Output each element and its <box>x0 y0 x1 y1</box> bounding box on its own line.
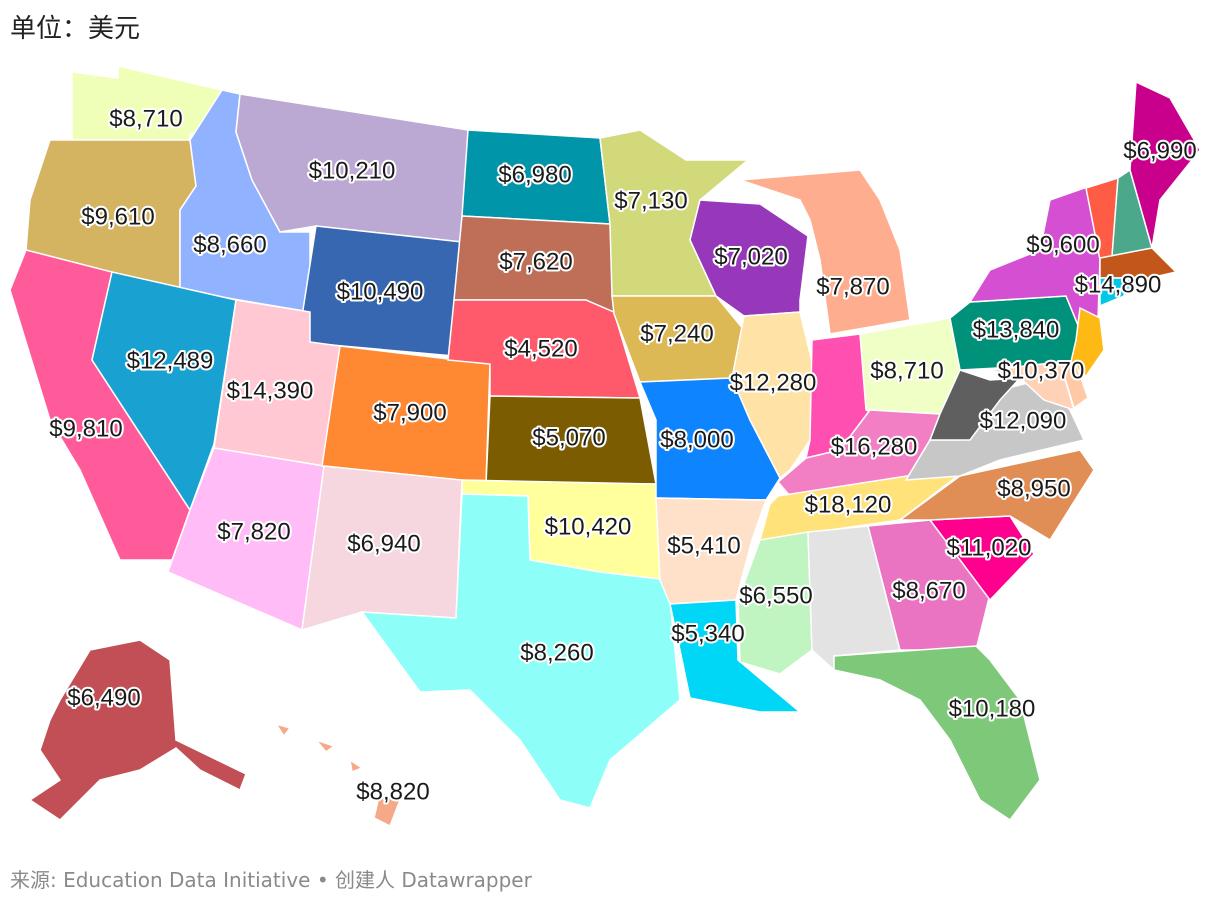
state-RI[interactable] <box>1122 277 1141 298</box>
state-FL[interactable] <box>833 645 1041 822</box>
label-CA: $9,810 <box>49 415 122 442</box>
label-MS: $6,550 <box>739 582 812 609</box>
label-SD: $7,620 <box>499 248 572 275</box>
label-MO: $8,000 <box>660 426 733 453</box>
state-WV[interactable] <box>928 369 1022 441</box>
label-OK: $10,420 <box>545 513 632 540</box>
label-MA: $14,890 <box>1075 271 1162 298</box>
label-OR: $9,610 <box>81 203 154 230</box>
label-IL: $12,280 <box>730 369 817 396</box>
state-MA[interactable] <box>1099 247 1178 279</box>
label-CO: $7,900 <box>373 399 446 426</box>
state-IL[interactable] <box>731 311 813 480</box>
state-DE[interactable] <box>1058 361 1089 410</box>
label-KS: $5,070 <box>532 424 605 451</box>
state-MD[interactable] <box>989 361 1076 412</box>
label-ND: $6,980 <box>498 161 571 188</box>
label-LA: $5,340 <box>671 620 744 647</box>
label-NE: $4,520 <box>504 335 577 362</box>
label-MI: $7,870 <box>816 273 889 300</box>
label-WI: $7,020 <box>714 243 787 270</box>
label-OH: $8,710 <box>870 357 943 384</box>
source-footer: 来源: Education Data Initiative • 创建人 Data… <box>10 868 532 892</box>
state-HI[interactable] <box>274 722 401 828</box>
label-NC: $8,950 <box>997 475 1070 502</box>
label-MT: $10,210 <box>309 157 396 184</box>
label-VA: $12,090 <box>980 407 1067 434</box>
label-NY: $9,600 <box>1026 231 1099 258</box>
state-AZ[interactable] <box>167 447 325 632</box>
label-HI: $8,820 <box>356 778 429 805</box>
label-FL: $10,180 <box>949 695 1036 722</box>
label-TN: $18,120 <box>805 491 892 518</box>
label-AK: $6,490 <box>67 684 140 711</box>
label-NV: $12,489 <box>127 347 214 374</box>
label-MD: $10,370 <box>998 357 1085 384</box>
state-labels: $8,710 $9,610 $9,810 $8,660 $12,489 $10,… <box>47 103 1198 807</box>
state-shapes <box>9 65 1201 828</box>
label-AZ: $7,820 <box>217 518 290 545</box>
label-GA: $8,670 <box>892 577 965 604</box>
label-WY: $10,490 <box>337 278 424 305</box>
state-NJ[interactable] <box>1069 306 1105 378</box>
label-SC: $11,020 <box>947 534 1032 561</box>
label-WA: $8,710 <box>109 105 182 132</box>
label-TX: $8,260 <box>520 639 593 666</box>
state-MI[interactable] <box>739 169 911 335</box>
label-NM: $6,940 <box>347 530 420 557</box>
state-NC[interactable] <box>897 449 1095 542</box>
label-PA: $13,840 <box>973 316 1060 343</box>
label-ID: $8,660 <box>193 231 266 258</box>
label-UT: $14,390 <box>227 377 314 404</box>
label-MN: $7,130 <box>614 187 687 214</box>
label-KY: $16,280 <box>831 433 918 460</box>
state-LA[interactable] <box>669 599 803 713</box>
label-IA: $7,240 <box>640 320 713 347</box>
label-ME: $6,990 <box>1123 137 1196 164</box>
state-TX[interactable] <box>360 493 681 809</box>
state-AK[interactable] <box>28 639 247 821</box>
map-title: 单位：美元 <box>10 14 141 44</box>
label-AR: $5,410 <box>667 532 740 559</box>
state-GA[interactable] <box>867 519 991 651</box>
